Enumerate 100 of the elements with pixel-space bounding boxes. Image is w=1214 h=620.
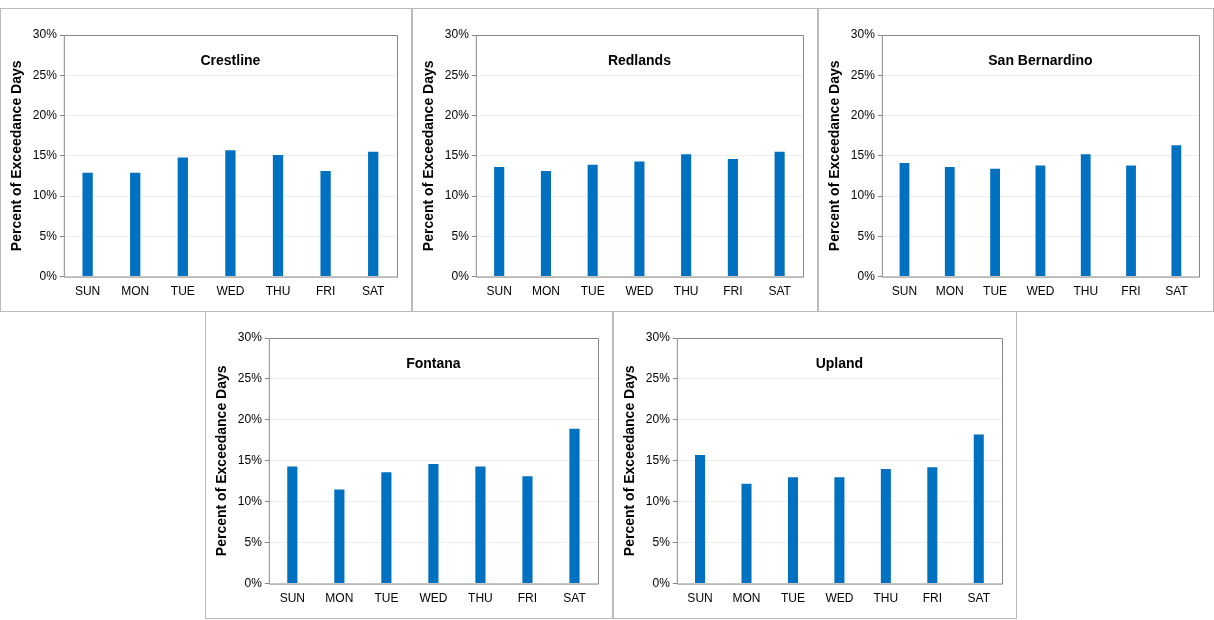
x-tick-label: SAT <box>1165 284 1189 299</box>
x-tick-label: THU <box>873 591 899 606</box>
x-tick-label: MON <box>531 284 560 299</box>
bar <box>927 467 938 584</box>
y-tick-label: 20% <box>645 412 671 427</box>
y-tick-label: 30% <box>32 27 58 42</box>
y-axis-title: Percent of Exceedance Days <box>420 60 437 252</box>
y-tick-label: 25% <box>645 371 671 386</box>
bar <box>1171 145 1182 277</box>
y-tick-label: 25% <box>237 371 263 386</box>
y-tick-label: 20% <box>850 107 876 122</box>
x-tick-label: WED <box>1026 284 1055 299</box>
bar <box>1080 154 1091 277</box>
bar <box>334 489 345 584</box>
text: Upland <box>815 354 864 371</box>
x-tick-label: TUE <box>170 284 195 299</box>
y-tick-label: 15% <box>32 148 58 163</box>
bar <box>225 150 236 277</box>
x-tick-label: TUE <box>983 284 1008 299</box>
text: Fontana <box>406 354 461 371</box>
x-tick-label: WED <box>216 284 245 299</box>
bar <box>787 477 798 584</box>
x-tick-label: THU <box>673 284 699 299</box>
y-axis-title: Percent of Exceedance Days <box>621 365 638 557</box>
bar <box>990 168 1000 277</box>
bar <box>1035 165 1046 277</box>
x-tick-label: SUN <box>687 591 713 606</box>
y-axis-title: Percent of Exceedance Days <box>213 365 230 557</box>
y-tick-label: 15% <box>444 148 470 163</box>
bar <box>287 466 298 584</box>
bar <box>727 159 738 277</box>
bar <box>681 154 692 277</box>
x-tick-label: TUE <box>374 591 399 606</box>
x-tick-label: WED <box>625 284 654 299</box>
y-tick-label: 15% <box>850 148 876 163</box>
y-tick-label: 5% <box>451 228 470 243</box>
y-tick-label: 0% <box>244 575 263 590</box>
x-tick-label: FRI <box>517 591 538 606</box>
x-tick-label: THU <box>1073 284 1099 299</box>
bar <box>177 157 188 277</box>
bar <box>944 167 955 277</box>
bar <box>973 434 984 584</box>
x-tick-label: MON <box>325 591 354 606</box>
y-tick-label: 30% <box>444 27 470 42</box>
bar <box>540 171 551 277</box>
x-tick-label: THU <box>468 591 493 606</box>
y-tick-label: 25% <box>444 67 470 82</box>
x-tick-label: SAT <box>361 284 386 299</box>
bar <box>130 172 141 277</box>
x-tick-label: SUN <box>486 284 512 299</box>
x-tick-label: MON <box>121 284 150 299</box>
x-tick-label: MON <box>935 284 964 299</box>
bar <box>381 472 392 584</box>
y-tick-label: 5% <box>39 228 58 243</box>
x-tick-label: WED <box>825 591 854 606</box>
y-tick-label: 0% <box>451 268 470 283</box>
bar <box>880 468 891 584</box>
y-tick-label: 30% <box>850 27 876 42</box>
y-tick-label: 10% <box>444 188 470 203</box>
bar <box>834 477 845 584</box>
y-tick-label: 20% <box>237 412 263 427</box>
x-tick-label: MON <box>732 591 761 606</box>
bar <box>272 155 284 277</box>
bar <box>522 476 533 584</box>
x-tick-label: SUN <box>74 284 101 299</box>
bar <box>634 161 645 277</box>
bar <box>695 455 706 584</box>
bar <box>587 164 598 277</box>
bar <box>368 151 379 277</box>
y-tick-label: 20% <box>32 107 58 122</box>
y-tick-label: 0% <box>39 268 58 283</box>
text: Redlands <box>607 51 672 68</box>
x-tick-label: SUN <box>891 284 918 299</box>
bar <box>475 466 486 584</box>
y-tick-label: 15% <box>645 453 671 468</box>
y-tick-label: 10% <box>850 188 876 203</box>
x-tick-label: FRI <box>1121 284 1141 299</box>
bar <box>774 151 785 277</box>
y-tick-label: 30% <box>237 330 263 345</box>
x-tick-label: FRI <box>922 591 942 606</box>
y-tick-label: 20% <box>444 107 470 122</box>
bar <box>569 428 580 584</box>
y-tick-label: 0% <box>857 268 876 283</box>
x-tick-label: THU <box>265 284 291 299</box>
bar <box>82 172 93 277</box>
text: Crestline <box>200 51 261 68</box>
y-tick-label: 5% <box>652 534 671 549</box>
bar <box>1126 165 1136 277</box>
y-tick-label: 30% <box>645 330 671 345</box>
x-tick-label: SUN <box>279 591 305 606</box>
x-tick-label: TUE <box>580 284 605 299</box>
text: San Bernardino <box>988 51 1093 68</box>
y-axis-title: Percent of Exceedance Days <box>8 60 25 252</box>
x-tick-label: FRI <box>315 284 336 299</box>
x-tick-label: TUE <box>780 591 805 606</box>
x-tick-label: SAT <box>563 591 587 606</box>
bar <box>741 483 752 584</box>
x-tick-label: WED <box>419 591 448 606</box>
bar <box>428 464 439 584</box>
bar <box>320 171 331 277</box>
